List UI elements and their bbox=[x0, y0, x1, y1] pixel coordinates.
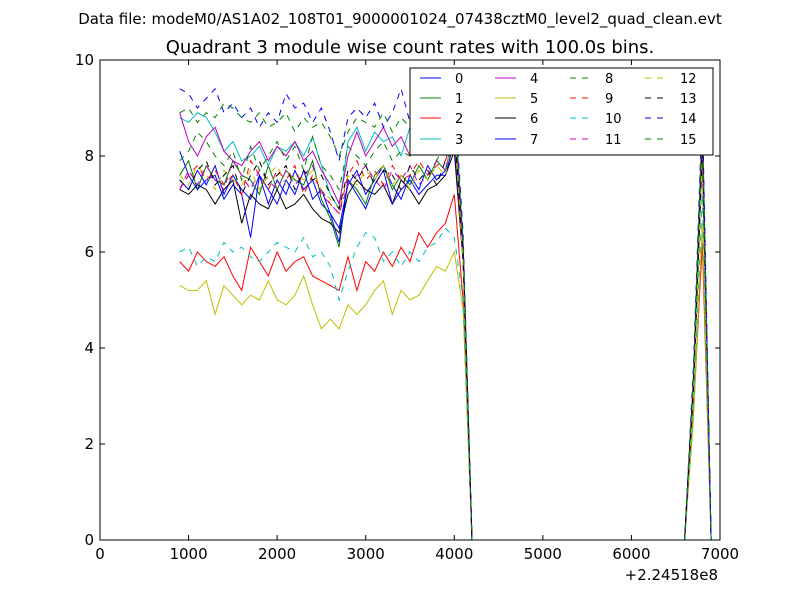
legend-label-6: 6 bbox=[530, 112, 538, 127]
legend-box bbox=[409, 67, 714, 156]
figure-suptitle: Data file: modeM0/AS1A02_108T01_90000010… bbox=[78, 10, 722, 29]
legend-label-11: 11 bbox=[605, 133, 622, 148]
legend-label-12: 12 bbox=[680, 72, 697, 87]
legend-label-5: 5 bbox=[530, 92, 538, 107]
x-offset-label: +2.24518e8 bbox=[625, 566, 718, 584]
legend-label-10: 10 bbox=[605, 112, 622, 127]
legend-label-1: 1 bbox=[455, 92, 463, 107]
series-line-11 bbox=[179, 136, 712, 541]
y-tick-label: 8 bbox=[84, 147, 94, 165]
series-line-8 bbox=[179, 112, 712, 541]
legend-label-15: 15 bbox=[680, 133, 697, 148]
y-tick-label: 10 bbox=[75, 51, 94, 69]
legend-label-0: 0 bbox=[455, 72, 463, 87]
legend-label-4: 4 bbox=[530, 72, 538, 87]
x-tick-label: 2000 bbox=[258, 545, 296, 563]
x-tick-label: 6000 bbox=[612, 545, 650, 563]
x-tick-label: 5000 bbox=[524, 545, 562, 563]
chart-title: Quadrant 3 module wise count rates with … bbox=[166, 37, 655, 58]
legend-label-3: 3 bbox=[455, 133, 463, 148]
x-tick-label: 0 bbox=[95, 545, 105, 563]
legend-label-8: 8 bbox=[605, 72, 613, 87]
legend-label-13: 13 bbox=[680, 92, 697, 107]
y-tick-label: 4 bbox=[84, 339, 94, 357]
legend-label-2: 2 bbox=[455, 112, 463, 127]
series-line-15 bbox=[179, 102, 712, 541]
x-tick-label: 4000 bbox=[435, 545, 473, 563]
x-tick-label: 3000 bbox=[347, 545, 385, 563]
series-line-2 bbox=[179, 194, 712, 541]
series-line-5 bbox=[179, 223, 712, 541]
y-tick-label: 0 bbox=[84, 531, 94, 549]
legend-label-7: 7 bbox=[530, 133, 538, 148]
x-tick-label: 7000 bbox=[701, 545, 739, 563]
plot-frame bbox=[99, 59, 721, 541]
legend-label-9: 9 bbox=[605, 92, 613, 107]
legend-label-14: 14 bbox=[680, 112, 697, 127]
x-tick-label: 1000 bbox=[169, 545, 207, 563]
y-tick-label: 6 bbox=[84, 243, 94, 261]
y-tick-label: 2 bbox=[84, 435, 94, 453]
